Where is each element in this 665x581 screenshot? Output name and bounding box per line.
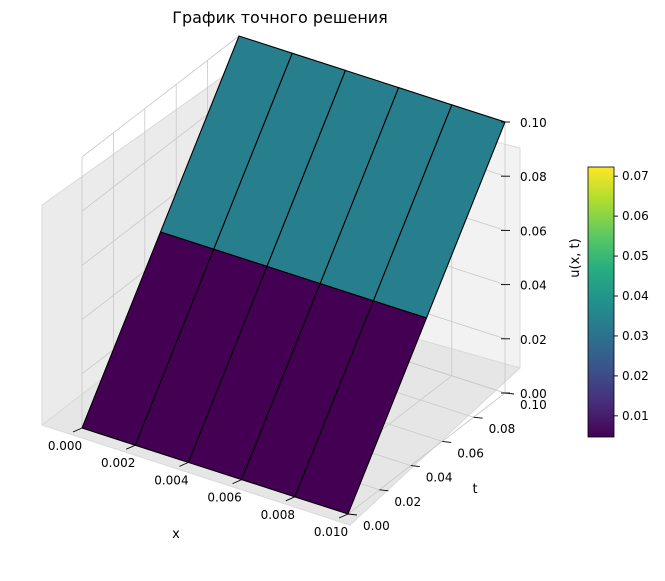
z-axis-label: u(x, t)	[568, 238, 583, 277]
left-grid-z	[81, 35, 240, 158]
y-tick	[473, 416, 483, 419]
x-tick	[126, 444, 136, 450]
axes: 0.000 0.002 0.004 0.006 0.008 0.010 0.00 0.02 0.…	[48, 116, 547, 539]
chart-title: График точного решения	[172, 8, 388, 27]
y-tick-label: 0.10	[520, 398, 547, 412]
colorbar-tick-label: 0.02	[622, 369, 649, 383]
y-tick	[410, 465, 420, 468]
x-tick-label: 0.000	[48, 439, 82, 453]
y-tick-label: 0.08	[489, 422, 516, 436]
colorbar-tick-label: 0.07	[622, 169, 649, 183]
colorbar-tick-label: 0.06	[622, 209, 649, 223]
x-axis-label: x	[172, 527, 180, 542]
y-tick	[347, 513, 358, 516]
x-tick	[72, 427, 83, 433]
colorbar-tick-label: 0.03	[622, 329, 649, 343]
x-tick	[232, 479, 242, 485]
z-tick-label: 0.10	[520, 116, 547, 130]
colorbar-ticks: 0.01 0.02 0.03 0.04 0.05 0.06 0.07	[614, 169, 649, 423]
surface	[81, 35, 506, 515]
t-axis-label: t	[472, 482, 477, 497]
x-tick	[338, 513, 349, 519]
y-tick-label: 0.04	[426, 471, 453, 485]
y-tick-label: 0.06	[457, 446, 484, 460]
z-tick-label: 0.02	[520, 333, 547, 347]
surface-face	[81, 231, 215, 446]
x-tick-label: 0.008	[261, 508, 295, 522]
colorbar-tick-label: 0.04	[622, 289, 649, 303]
floor-grid-x	[347, 392, 506, 515]
x-tick-label: 0.006	[207, 491, 241, 505]
y-tick-label: 0.02	[394, 495, 421, 509]
z-tick-label: 0.04	[520, 279, 547, 293]
x-tick-label: 0.004	[154, 473, 188, 487]
x-tick-label: 0.010	[314, 525, 348, 539]
z-tick-label: 0.06	[520, 224, 547, 238]
x-tick	[285, 496, 295, 502]
colorbar	[587, 166, 615, 438]
colorbar-tick-label: 0.01	[622, 409, 649, 423]
x-tick	[179, 461, 189, 467]
z-tick-label: 0.00	[520, 387, 547, 401]
z-tick-label: 0.08	[520, 170, 547, 184]
y-tick-label: 0.00	[363, 519, 390, 533]
x-tick-label: 0.002	[101, 456, 135, 470]
y-tick	[379, 489, 389, 492]
colorbar-tick-label: 0.05	[622, 249, 649, 263]
y-tick	[442, 440, 452, 443]
